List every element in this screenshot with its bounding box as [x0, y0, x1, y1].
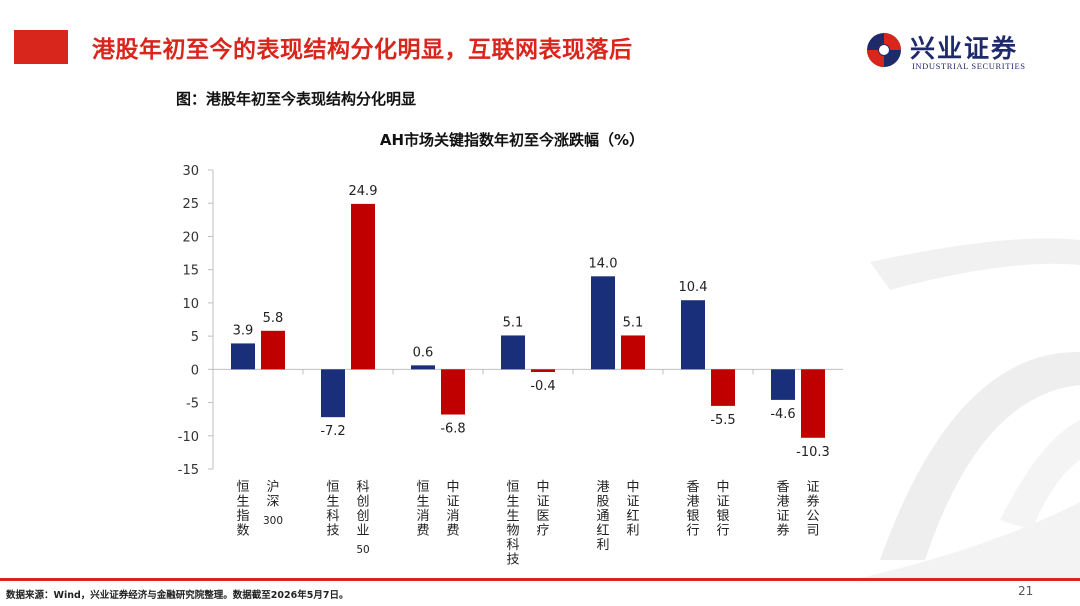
y-tick-label: 30 — [182, 164, 199, 179]
y-tick-label: 20 — [182, 230, 199, 245]
y-tick-label: 10 — [182, 297, 199, 312]
category-label: 恒生科技 — [326, 480, 339, 539]
category-label: 中证银行 — [716, 480, 729, 539]
slide-title: 港股年初至今的表现结构分化明显，互联网表现落后 — [92, 37, 633, 63]
bar — [801, 369, 825, 438]
category-label: 中证医疗 — [536, 480, 549, 539]
figure-caption: 图：港股年初至今表现结构分化明显 — [176, 90, 417, 108]
category-label: 沪深 300 — [263, 479, 283, 527]
y-tick-label: 0 — [191, 363, 199, 378]
data-label: -7.2 — [320, 424, 345, 439]
bar — [501, 335, 525, 370]
y-tick-label: -15 — [178, 463, 199, 478]
bar — [351, 203, 375, 370]
category-label: 中证红利 — [626, 480, 639, 539]
page-number: 21 — [1018, 584, 1034, 598]
bar — [321, 369, 345, 418]
data-label: 5.1 — [623, 315, 644, 330]
logo-text-en: INDUSTRIAL SECURITIES — [912, 61, 1026, 71]
category-label: 港股通红利 — [596, 480, 609, 553]
data-label: -5.5 — [710, 413, 735, 428]
data-label: 14.0 — [589, 256, 618, 271]
data-label: -10.3 — [796, 445, 830, 460]
logo-text-cn: 兴业证券 — [910, 34, 1019, 63]
chart-labels: 3.9 恒生指数 5.8 沪深 300 -7.2 恒生科技 24.9 科创创业 50 0.6 恒生消费… — [233, 184, 830, 568]
bar — [531, 369, 555, 372]
category-label: 香港银行 — [686, 480, 699, 539]
data-label: 5.1 — [503, 315, 524, 330]
y-tick-label: 25 — [182, 197, 199, 212]
y-tick-label: 5 — [191, 330, 199, 345]
chart-axes: -15 -10 -5 0 5 10 15 20 25 30 — [178, 164, 843, 478]
data-label: 10.4 — [679, 280, 708, 295]
data-label: 24.9 — [349, 184, 378, 199]
bar — [771, 369, 795, 400]
data-label: -6.8 — [440, 422, 465, 437]
category-label: 恒生指数 — [236, 480, 249, 539]
title-accent-bar — [14, 30, 68, 64]
category-label: 恒生生物科技 — [506, 480, 519, 568]
data-label: -4.6 — [770, 407, 795, 422]
y-tick-label: -10 — [178, 430, 199, 445]
category-label: 中证消费 — [446, 480, 459, 539]
y-tick-label: 15 — [182, 264, 199, 279]
bar — [441, 369, 465, 415]
chart-bars — [231, 203, 825, 438]
y-tick-label: -5 — [186, 397, 199, 412]
bar — [261, 330, 285, 370]
category-label: 恒生消费 — [416, 480, 429, 539]
company-logo: 兴业证券 INDUSTRIAL SECURITIES — [866, 30, 1056, 74]
data-label: -0.4 — [530, 379, 555, 394]
source-note: 数据来源：Wind，兴业证券经济与金融研究院整理。数据截至2026年5月7日。 — [6, 590, 349, 601]
bar — [411, 365, 435, 370]
footer-divider — [0, 578, 1080, 581]
data-label: 0.6 — [413, 345, 434, 360]
logo-emblem-icon — [867, 33, 901, 67]
chart-title: AH市场关键指数年初至今涨跌幅（%） — [380, 131, 644, 149]
data-label: 5.8 — [263, 311, 284, 326]
category-label: 科创创业 50 — [356, 480, 369, 556]
bar — [591, 276, 615, 370]
category-label: 证券公司 — [806, 480, 819, 539]
bar — [621, 335, 645, 370]
category-label: 香港证券 — [776, 480, 789, 539]
data-label: 3.9 — [233, 323, 254, 338]
bar — [231, 343, 255, 370]
bar — [681, 300, 705, 370]
bar — [711, 369, 735, 406]
